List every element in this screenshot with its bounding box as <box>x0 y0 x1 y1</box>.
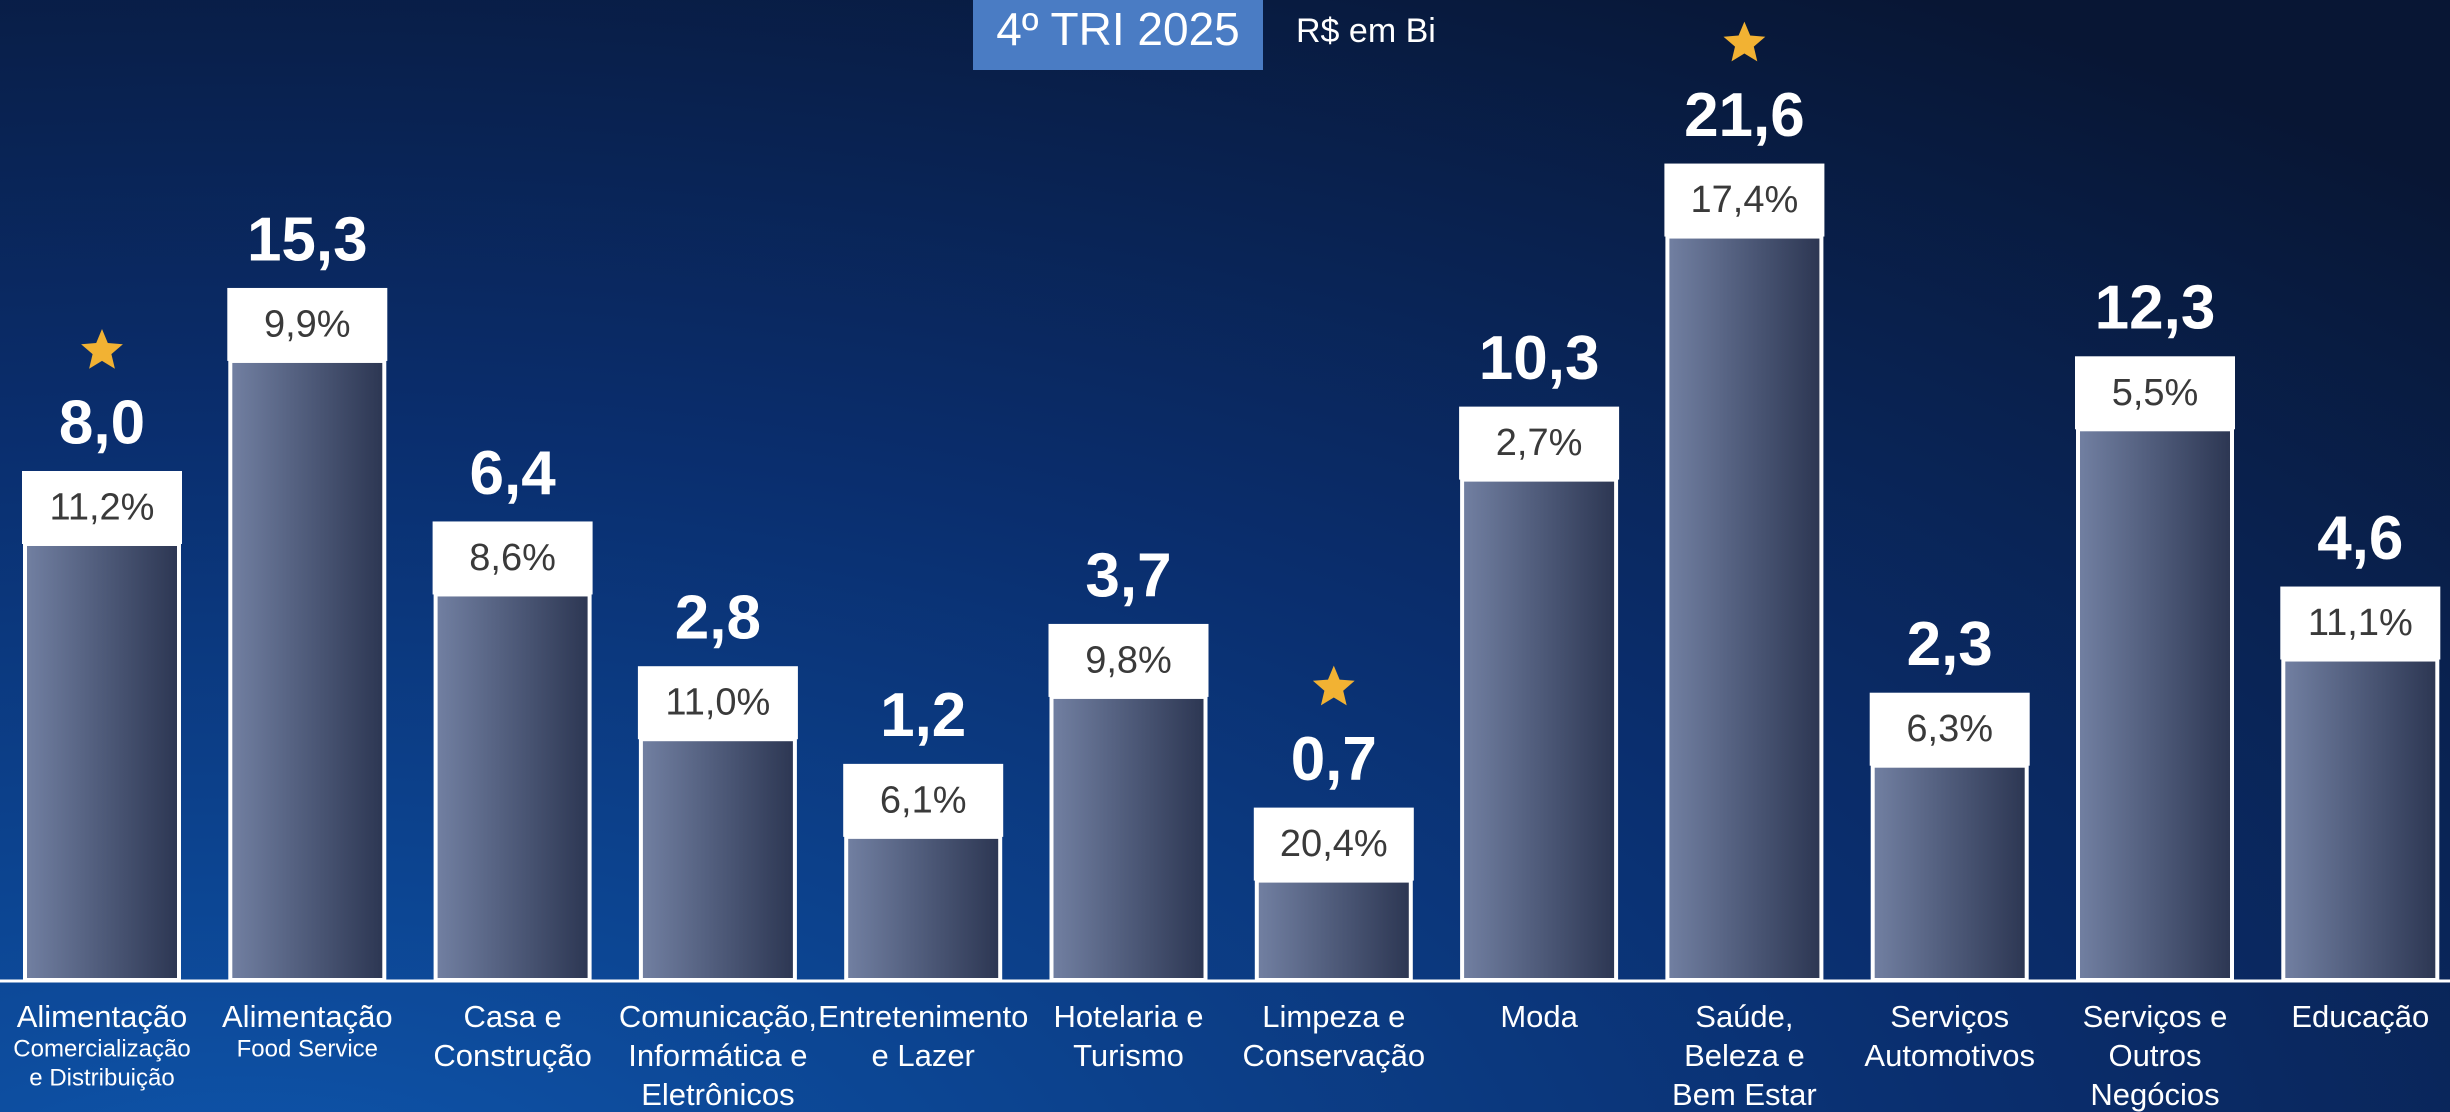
category-label: Moda <box>1500 999 1578 1034</box>
value-label: 2,3 <box>1907 610 1993 679</box>
bar <box>228 358 387 982</box>
bar <box>23 541 181 982</box>
value-label: 21,6 <box>1684 81 1805 150</box>
category-label: Bem Estar <box>1672 1077 1817 1112</box>
category-label: Limpeza e <box>1262 999 1405 1034</box>
value-label: 8,0 <box>59 388 145 457</box>
growth-box <box>1664 163 1825 237</box>
growth-box <box>22 470 182 544</box>
category-subtitle: Comercialização <box>13 1035 190 1062</box>
category-label: Alimentação <box>17 999 188 1034</box>
growth-label: 5,5% <box>2112 372 2199 414</box>
category-subtitle: e Distribuição <box>29 1064 174 1091</box>
value-label: 10,3 <box>1479 324 1600 393</box>
value-label: 1,2 <box>880 681 966 750</box>
category-label: Outros <box>2108 1038 2201 1073</box>
chart-subtitle: R$ em Bi <box>1296 12 1436 50</box>
value-label: 12,3 <box>2095 274 2216 343</box>
bar <box>1254 878 1413 982</box>
value-label: 2,8 <box>675 584 761 653</box>
chart-title: 4º TRI 2025 <box>996 3 1240 55</box>
category-label: Construção <box>433 1038 592 1073</box>
category-label: Serviços <box>1890 999 2009 1034</box>
category-label: Casa e <box>463 999 561 1034</box>
growth-box <box>2075 356 2235 430</box>
category-label: Hotelaria e <box>1054 999 1204 1034</box>
star <box>1723 21 1766 62</box>
growth-box <box>843 763 1004 837</box>
category-label: Beleza e <box>1684 1038 1805 1073</box>
growth-label: 9,9% <box>264 303 351 345</box>
growth-box <box>2280 586 2441 660</box>
category-label: Comunicação, <box>619 999 817 1034</box>
growth-label: 20,4% <box>1280 823 1388 865</box>
growth-label: 9,8% <box>1085 639 1172 681</box>
category-label: Alimentação <box>222 999 393 1034</box>
bar <box>2281 657 2440 983</box>
title-box <box>973 0 1263 70</box>
growth-label: 8,6% <box>469 537 556 579</box>
growth-box <box>227 287 388 361</box>
growth-box <box>1459 406 1620 480</box>
category-subtitle: Food Service <box>237 1035 378 1062</box>
category-label: Informática e <box>628 1038 807 1073</box>
category-label: Eletrônicos <box>641 1077 794 1112</box>
growth-box <box>637 666 798 740</box>
bar <box>433 592 592 983</box>
growth-label: 11,2% <box>50 487 155 529</box>
category-label: Serviços e <box>2083 999 2228 1034</box>
growth-label: 11,0% <box>665 682 770 724</box>
growth-box <box>1048 623 1209 697</box>
bar <box>1870 763 2029 982</box>
growth-label: 6,3% <box>1906 708 1993 750</box>
growth-box <box>432 521 593 595</box>
bar <box>1049 694 1208 982</box>
bar <box>844 834 1003 982</box>
growth-box <box>1253 807 1414 881</box>
bar <box>1460 477 1619 982</box>
star <box>1312 665 1355 706</box>
growth-label: 11,1% <box>2308 602 2413 644</box>
category-label: e Lazer <box>871 1038 974 1073</box>
category-label: Automotivos <box>1864 1038 2035 1073</box>
value-label: 15,3 <box>247 205 368 274</box>
bar <box>638 737 797 983</box>
category-label: Negócios <box>2090 1077 2219 1112</box>
growth-label: 17,4% <box>1691 179 1799 221</box>
value-label: 6,4 <box>469 439 556 508</box>
category-label: Conservação <box>1242 1038 1425 1073</box>
growth-box <box>1869 692 2030 766</box>
value-label: 3,7 <box>1085 541 1171 610</box>
category-label: Entretenimento <box>818 999 1028 1034</box>
star <box>81 329 123 369</box>
category-label: Saúde, <box>1695 999 1793 1034</box>
value-label: 0,7 <box>1291 725 1377 794</box>
category-label: Educação <box>2291 999 2429 1034</box>
bar <box>1665 234 1824 983</box>
category-label: Turismo <box>1073 1038 1184 1073</box>
value-label: 4,6 <box>2317 504 2403 573</box>
growth-label: 6,1% <box>880 779 967 821</box>
growth-label: 2,7% <box>1496 422 1583 464</box>
bar <box>2076 427 2234 983</box>
